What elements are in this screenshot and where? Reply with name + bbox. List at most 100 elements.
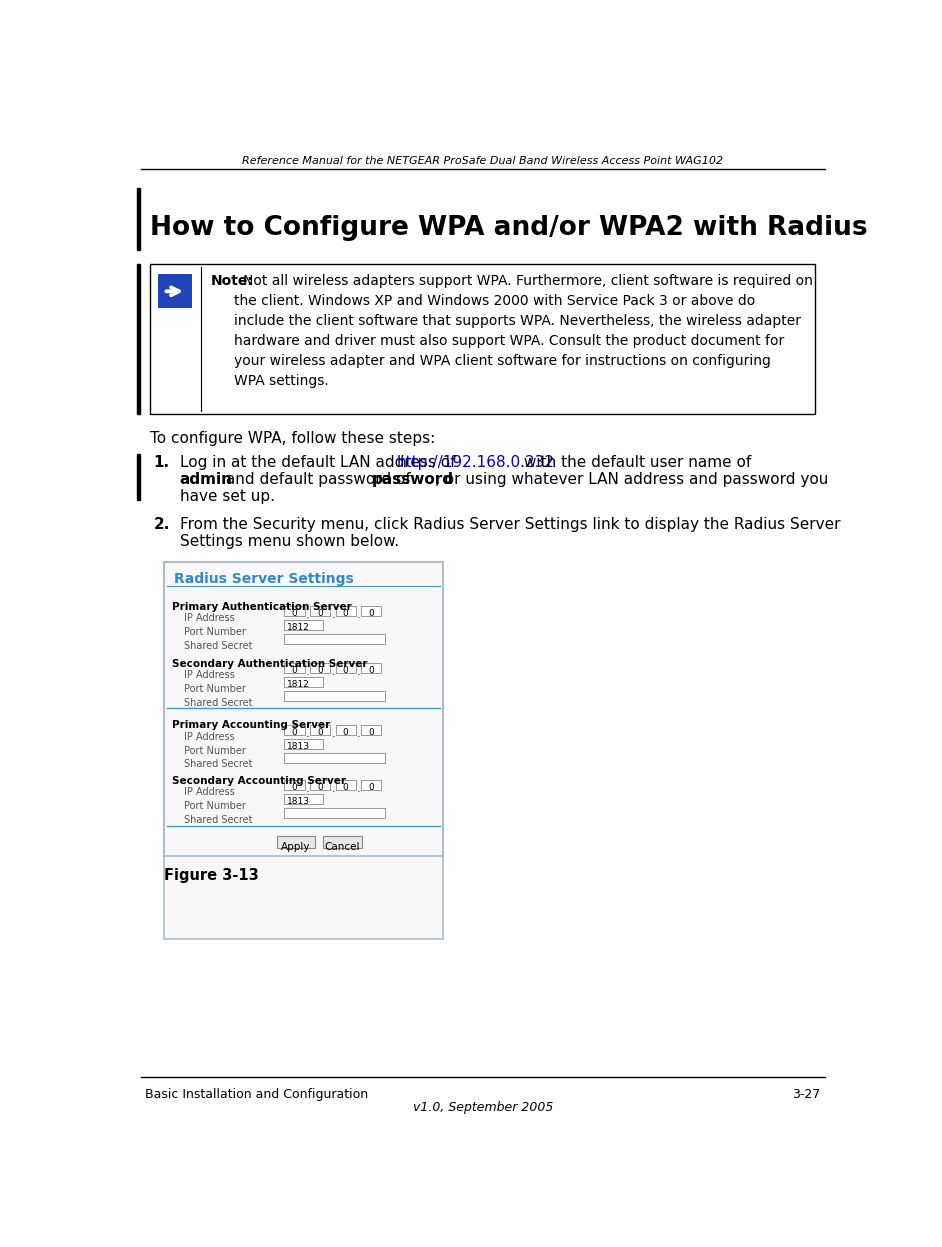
Text: 0: 0 — [292, 728, 298, 737]
Text: 0: 0 — [343, 728, 349, 737]
Text: .: . — [306, 610, 310, 620]
Text: v1.0, September 2005: v1.0, September 2005 — [413, 1101, 553, 1114]
Bar — [310, 725, 330, 734]
Text: 0: 0 — [317, 666, 323, 676]
Bar — [335, 606, 356, 616]
Bar — [284, 606, 304, 616]
Text: .: . — [332, 784, 335, 794]
Text: .: . — [357, 667, 361, 677]
Text: Reference Manual for the NETGEAR ProSafe Dual Band Wireless Access Point WAG102: Reference Manual for the NETGEAR ProSafe… — [242, 156, 723, 166]
Text: Port Number: Port Number — [184, 627, 246, 637]
Text: IP Address: IP Address — [184, 670, 235, 680]
Text: Not all wireless adapters support WPA. Furthermore, client software is required : Not all wireless adapters support WPA. F… — [243, 274, 813, 288]
Text: Apply: Apply — [282, 842, 311, 852]
Text: 0: 0 — [292, 610, 298, 619]
Text: Primary Authentication Server: Primary Authentication Server — [172, 601, 351, 611]
Bar — [361, 725, 382, 734]
Text: 0: 0 — [292, 783, 298, 792]
Text: and default password of: and default password of — [220, 473, 415, 488]
Text: 0: 0 — [343, 666, 349, 676]
Text: 1812: 1812 — [286, 680, 310, 690]
Text: .: . — [332, 728, 335, 738]
Text: password: password — [372, 473, 454, 488]
Bar — [284, 663, 304, 673]
Text: Log in at the default LAN address of: Log in at the default LAN address of — [180, 455, 460, 470]
Text: 0: 0 — [317, 783, 323, 792]
Text: 0: 0 — [343, 610, 349, 619]
Text: Note:: Note: — [211, 274, 253, 288]
Text: .: . — [332, 610, 335, 620]
Text: Cancel: Cancel — [325, 842, 360, 852]
Text: .: . — [306, 667, 310, 677]
Bar — [361, 663, 382, 673]
Text: Secondary Authentication Server: Secondary Authentication Server — [172, 658, 367, 668]
Text: .: . — [357, 784, 361, 794]
Text: 0: 0 — [292, 666, 298, 676]
Text: 2.: 2. — [154, 518, 170, 532]
Text: Secondary Accounting Server: Secondary Accounting Server — [172, 776, 346, 786]
Text: .: . — [357, 728, 361, 738]
Text: IP Address: IP Address — [184, 614, 235, 624]
Text: 1813: 1813 — [286, 797, 310, 807]
Text: .: . — [332, 667, 335, 677]
Text: the client. Windows XP and Windows 2000 with Service Pack 3 or above do: the client. Windows XP and Windows 2000 … — [234, 294, 755, 308]
Text: 0: 0 — [317, 728, 323, 737]
Bar — [284, 691, 385, 701]
Bar — [361, 781, 382, 791]
Text: Port Number: Port Number — [184, 801, 246, 811]
Text: How to Configure WPA and/or WPA2 with Radius: How to Configure WPA and/or WPA2 with Ra… — [151, 214, 868, 241]
Text: include the client software that supports WPA. Nevertheless, the wireless adapte: include the client software that support… — [234, 314, 801, 328]
Bar — [151, 263, 815, 414]
Bar — [284, 633, 385, 643]
Text: Port Number: Port Number — [184, 685, 246, 695]
Text: 0: 0 — [368, 728, 374, 737]
Bar — [335, 663, 356, 673]
Text: 0: 0 — [368, 666, 374, 676]
Bar — [284, 725, 304, 734]
Text: 0: 0 — [368, 783, 374, 792]
Text: 0: 0 — [368, 610, 374, 619]
Text: From the Security menu, click Radius Server Settings link to display the Radius : From the Security menu, click Radius Ser… — [180, 518, 840, 532]
Bar — [164, 561, 444, 939]
Text: 1812: 1812 — [286, 624, 310, 632]
Bar — [138, 188, 140, 249]
Bar — [138, 454, 140, 500]
Text: admin: admin — [180, 473, 233, 488]
Bar — [284, 808, 385, 818]
Bar — [323, 835, 362, 848]
Text: IP Address: IP Address — [184, 732, 235, 742]
Bar — [310, 781, 330, 791]
Text: 0: 0 — [317, 610, 323, 619]
Text: .: . — [306, 728, 310, 738]
Bar — [310, 606, 330, 616]
Text: Settings menu shown below.: Settings menu shown below. — [180, 534, 398, 549]
Bar — [310, 663, 330, 673]
Text: hardware and driver must also support WPA. Consult the product document for: hardware and driver must also support WP… — [234, 334, 785, 348]
Text: http://192.168.0.232: http://192.168.0.232 — [397, 455, 555, 470]
Text: Primary Accounting Server: Primary Accounting Server — [172, 721, 331, 731]
Bar — [284, 620, 323, 630]
Text: .: . — [306, 784, 310, 794]
Text: Port Number: Port Number — [184, 746, 246, 756]
Bar — [335, 781, 356, 791]
Text: Figure 3-13: Figure 3-13 — [164, 868, 259, 883]
Text: WPA settings.: WPA settings. — [234, 374, 329, 389]
Text: 3-27: 3-27 — [792, 1089, 820, 1101]
Bar — [284, 781, 304, 791]
Text: your wireless adapter and WPA client software for instructions on configuring: your wireless adapter and WPA client sof… — [234, 354, 771, 368]
Text: 1813: 1813 — [286, 742, 310, 751]
Bar — [361, 606, 382, 616]
Text: Radius Server Settings: Radius Server Settings — [173, 572, 353, 586]
Bar — [284, 752, 385, 763]
Bar — [277, 835, 316, 848]
Bar — [335, 725, 356, 734]
Text: To configure WPA, follow these steps:: To configure WPA, follow these steps: — [151, 430, 435, 445]
Text: 0: 0 — [343, 783, 349, 792]
Bar — [284, 794, 323, 804]
Text: .: . — [357, 610, 361, 620]
Bar — [158, 274, 192, 308]
Bar — [284, 738, 323, 748]
Bar — [138, 263, 140, 414]
Text: Shared Secret: Shared Secret — [184, 759, 252, 769]
Text: Shared Secret: Shared Secret — [184, 698, 252, 708]
